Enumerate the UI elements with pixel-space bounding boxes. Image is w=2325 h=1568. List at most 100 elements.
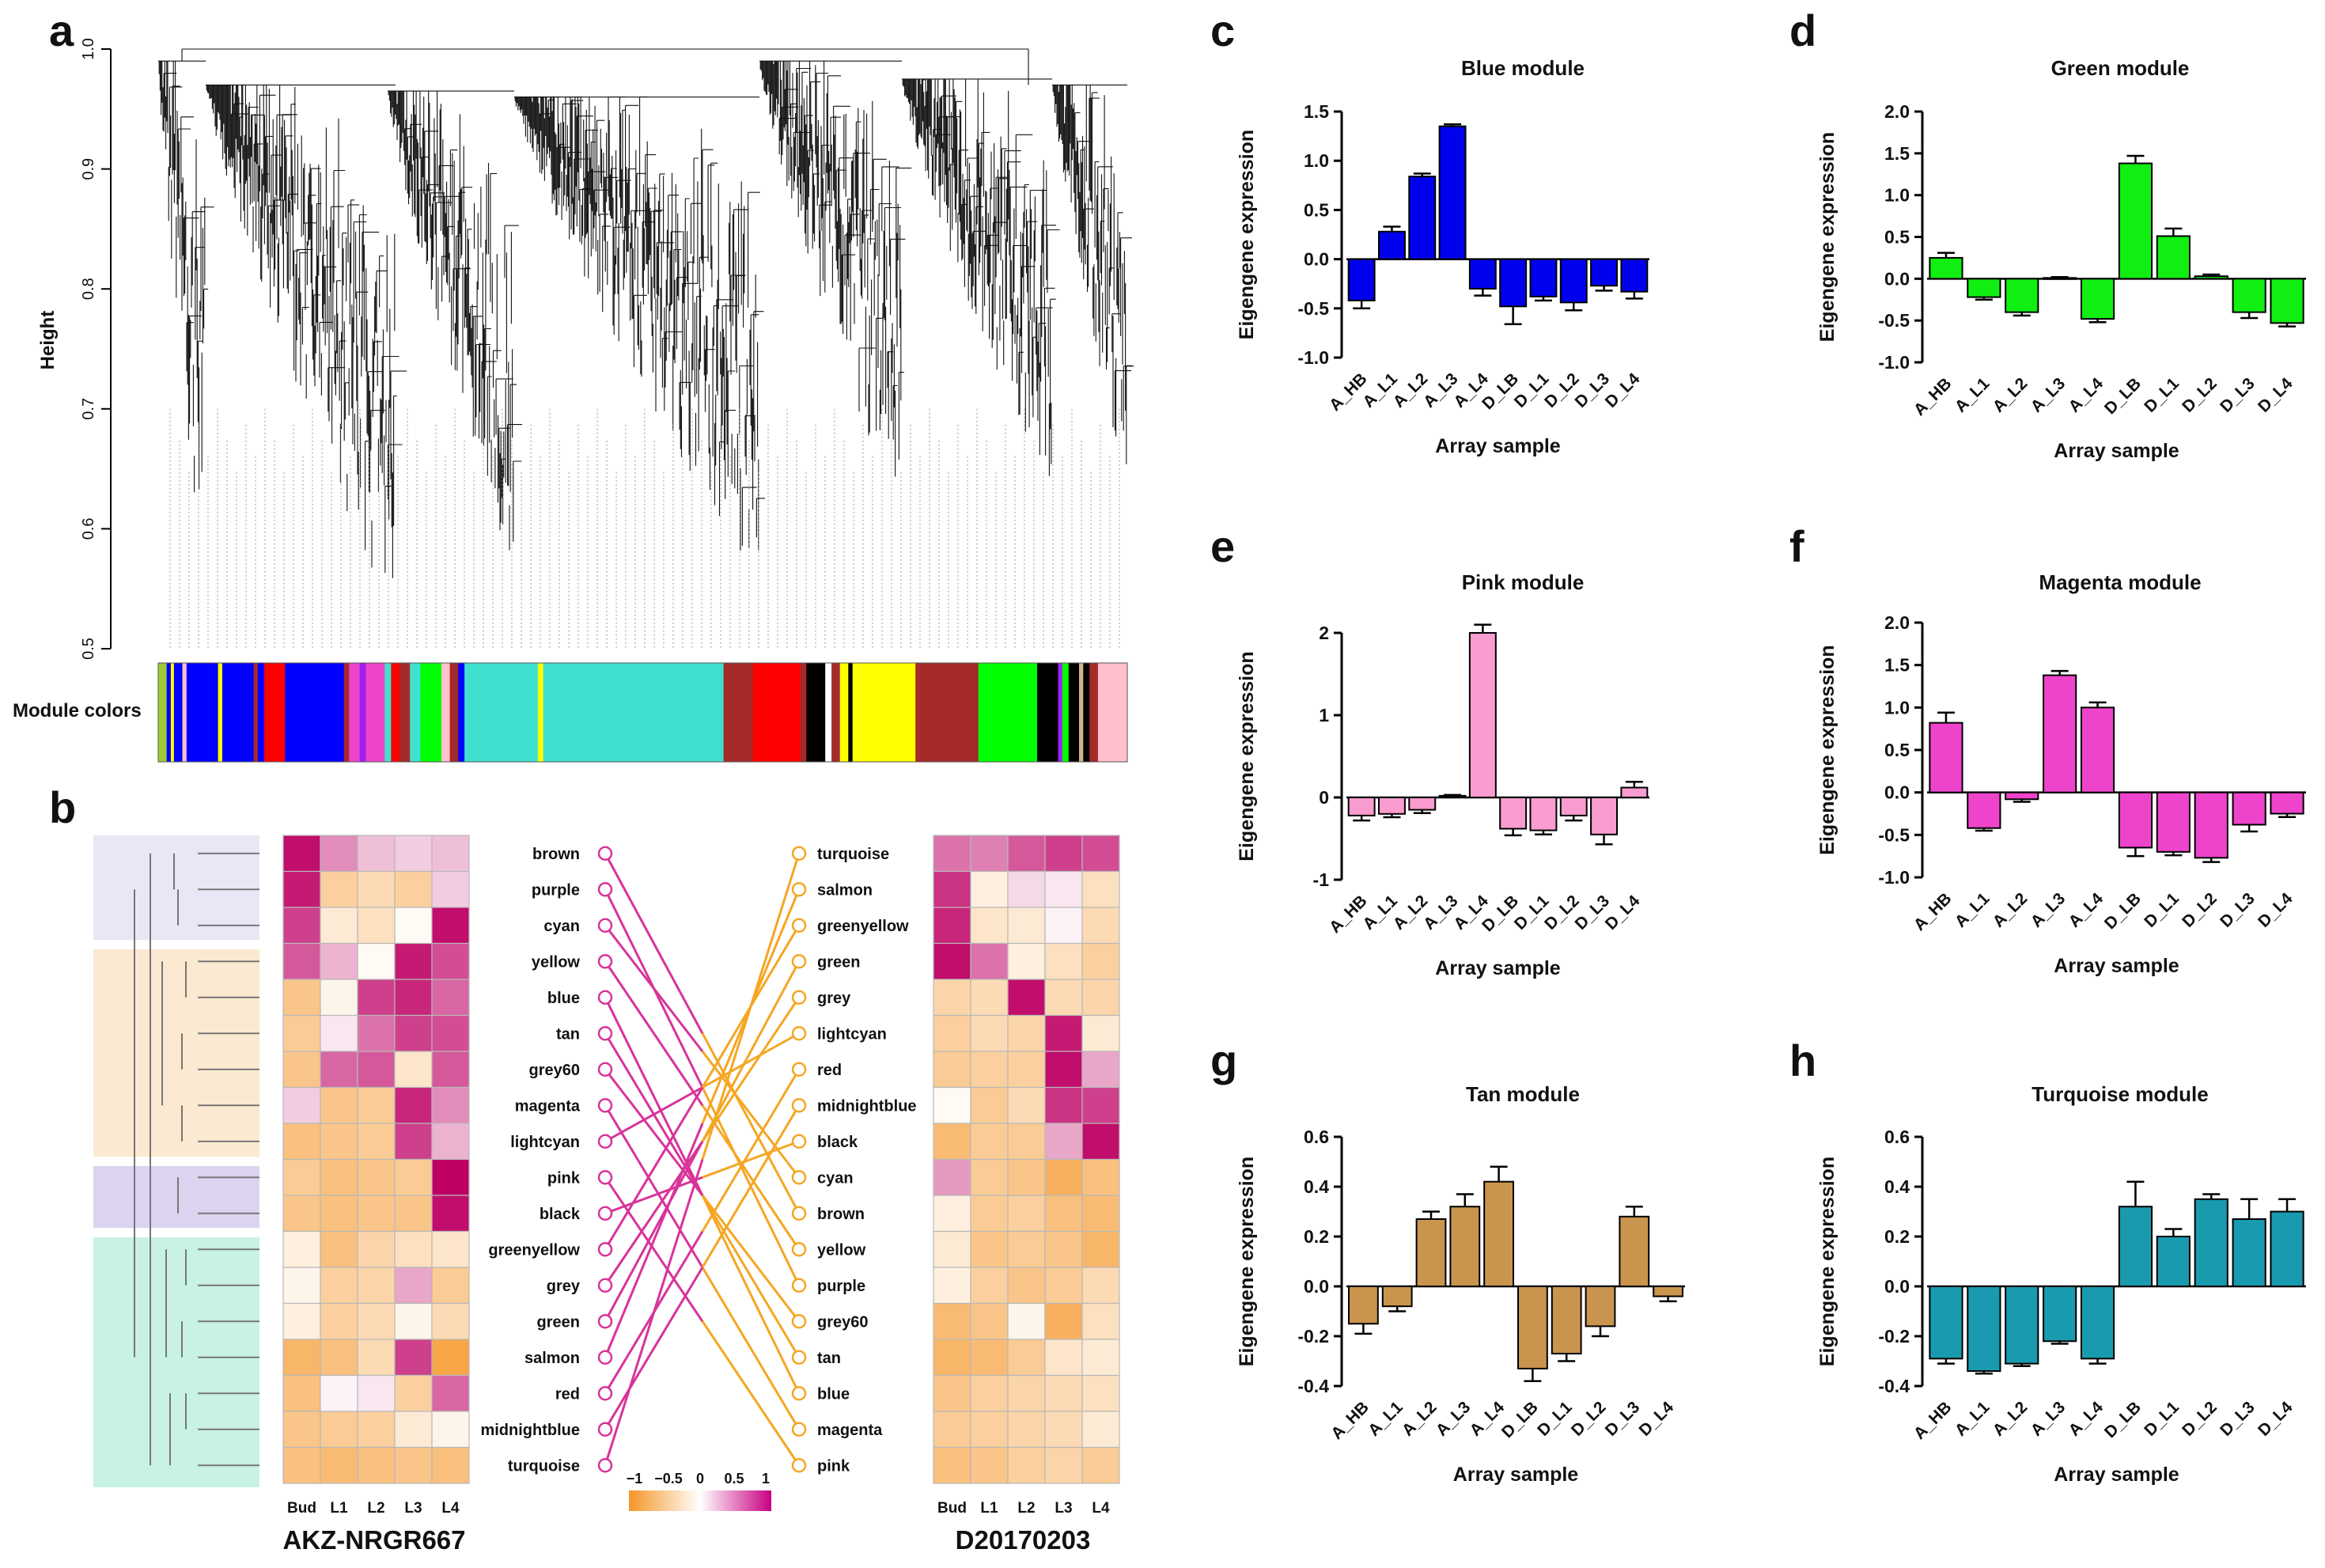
y-tick-label: -0.5 [1297,298,1329,319]
y-axis-label: Eigengene expression [1236,651,1258,861]
right-heatmap-cell [1007,1374,1046,1412]
dendrogram-y-tick-label: 0.8 [80,278,97,300]
left-heatmap-cell [320,1230,358,1268]
module-color-segment [166,663,172,762]
bar [1559,797,1588,816]
color-legend-tick: 0.5 [724,1471,744,1487]
left-heatmap-cell [357,1302,396,1340]
left-heatmap-cell [357,1446,396,1484]
x-tick-label: D_L2 [1568,1398,1610,1440]
x-tick-label: D_L2 [2179,1398,2221,1440]
x-tick-label: A_L3 [2028,374,2069,416]
preservation-link-right [701,1051,801,1179]
right-heatmap-cell [1044,1267,1083,1305]
left-heatmap-cell [431,1446,470,1484]
right-module-node [791,954,807,969]
right-module-label: purple [817,1278,865,1295]
left-heatmap-cell [431,1339,470,1377]
right-heatmap-cell [933,1195,971,1233]
left-heatmap-cell [282,1195,321,1233]
x-tick-label: A_L2 [1399,1398,1441,1440]
left-module-label: greenyellow [488,1241,580,1259]
bar [1590,258,1619,287]
right-heatmap-cell [1007,1230,1046,1268]
right-heatmap-cell [970,979,1009,1017]
panel-letter-f: f [1789,521,1804,571]
bar [2232,1218,2266,1287]
bar [1967,278,2001,298]
bar [1438,125,1467,260]
left-heatmap-cell [320,1123,358,1161]
left-module-label: black [540,1206,581,1223]
y-tick-label: -0.5 [1878,824,1910,845]
right-heatmap-cell [933,1051,971,1089]
module-color-segment [441,663,450,762]
bar [2194,791,2228,859]
left-module-node [597,1062,613,1077]
left-module-node [597,1278,613,1293]
left-heatmap-cell [282,1230,321,1268]
x-tick-label: A_L2 [1990,889,2032,931]
module-color-segment [831,663,841,762]
right-heatmap-cell [1007,942,1046,980]
right-heatmap-cell [933,1014,971,1052]
right-module-node [791,918,807,933]
x-tick-label: D_L1 [2141,889,2183,931]
right-module-label: grey [817,990,851,1007]
left-module-node [597,1026,613,1041]
bar [2118,791,2153,849]
bar [1438,794,1467,798]
preservation-link-right [701,996,801,1142]
right-heatmap-cell [1007,1302,1046,1340]
right-module-label: grey60 [817,1313,869,1331]
x-tick-label: A_HB [1910,1398,1956,1443]
y-tick-label: 0.6 [1884,1127,1910,1147]
right-heatmap-cell [1081,1446,1120,1484]
module-color-segment [806,663,826,762]
dendrogram-y-tick-label: 1.0 [80,38,97,60]
right-module-label: black [817,1134,858,1151]
right-heatmap-cell [970,1446,1009,1484]
left-heatmap-column-label: L1 [330,1500,348,1517]
right-heatmap-cell [933,870,971,908]
right-heatmap-column-label: L1 [980,1500,998,1517]
left-heatmap-cell [320,835,358,873]
bar [1483,1180,1515,1287]
right-heatmap-cell [1007,1014,1046,1052]
bar [1929,1286,1963,1360]
left-heatmap-cell [282,1339,321,1377]
x-tick-label: D_L4 [2255,1398,2297,1440]
module-color-bar-frame [157,662,1128,763]
x-tick-label: A_L1 [1952,1398,1994,1440]
left-heatmap-cell [394,942,433,980]
y-tick-label: 0.0 [1884,1276,1910,1297]
right-module-node [791,882,807,897]
y-tick-label: 2.0 [1884,101,1910,122]
left-heatmap-cell [431,1302,470,1340]
right-module-label: red [817,1062,842,1079]
right-heatmap-cell [970,870,1009,908]
right-module-label: turquoise [817,846,889,863]
panel-letter-g: g [1210,1036,1237,1085]
preservation-link-right [701,1195,801,1394]
right-heatmap-cell [1044,1014,1083,1052]
y-tick-label: 1.0 [1884,697,1910,718]
bar [1517,1286,1548,1369]
right-heatmap-cell [1007,1158,1046,1196]
x-tick-label: D_LB [2101,374,2145,418]
left-heatmap-cell [357,1086,396,1124]
right-heatmap-cell [1044,1195,1083,1233]
module-color-segment [1097,663,1128,762]
x-tick-label: A_HB [1327,1398,1373,1443]
preservation-link-right [701,1195,801,1323]
module-color-segment [449,663,459,762]
panel-letter-e: e [1210,521,1235,571]
bar [2270,278,2304,324]
x-tick-label: D_L2 [1541,892,1583,934]
preservation-link-left [604,1086,704,1251]
left-heatmap-cell [320,942,358,980]
bar [1620,258,1649,293]
module-color-segment [464,663,539,762]
left-heatmap-cell [431,907,470,945]
y-tick-label: 0.6 [1304,1127,1329,1147]
